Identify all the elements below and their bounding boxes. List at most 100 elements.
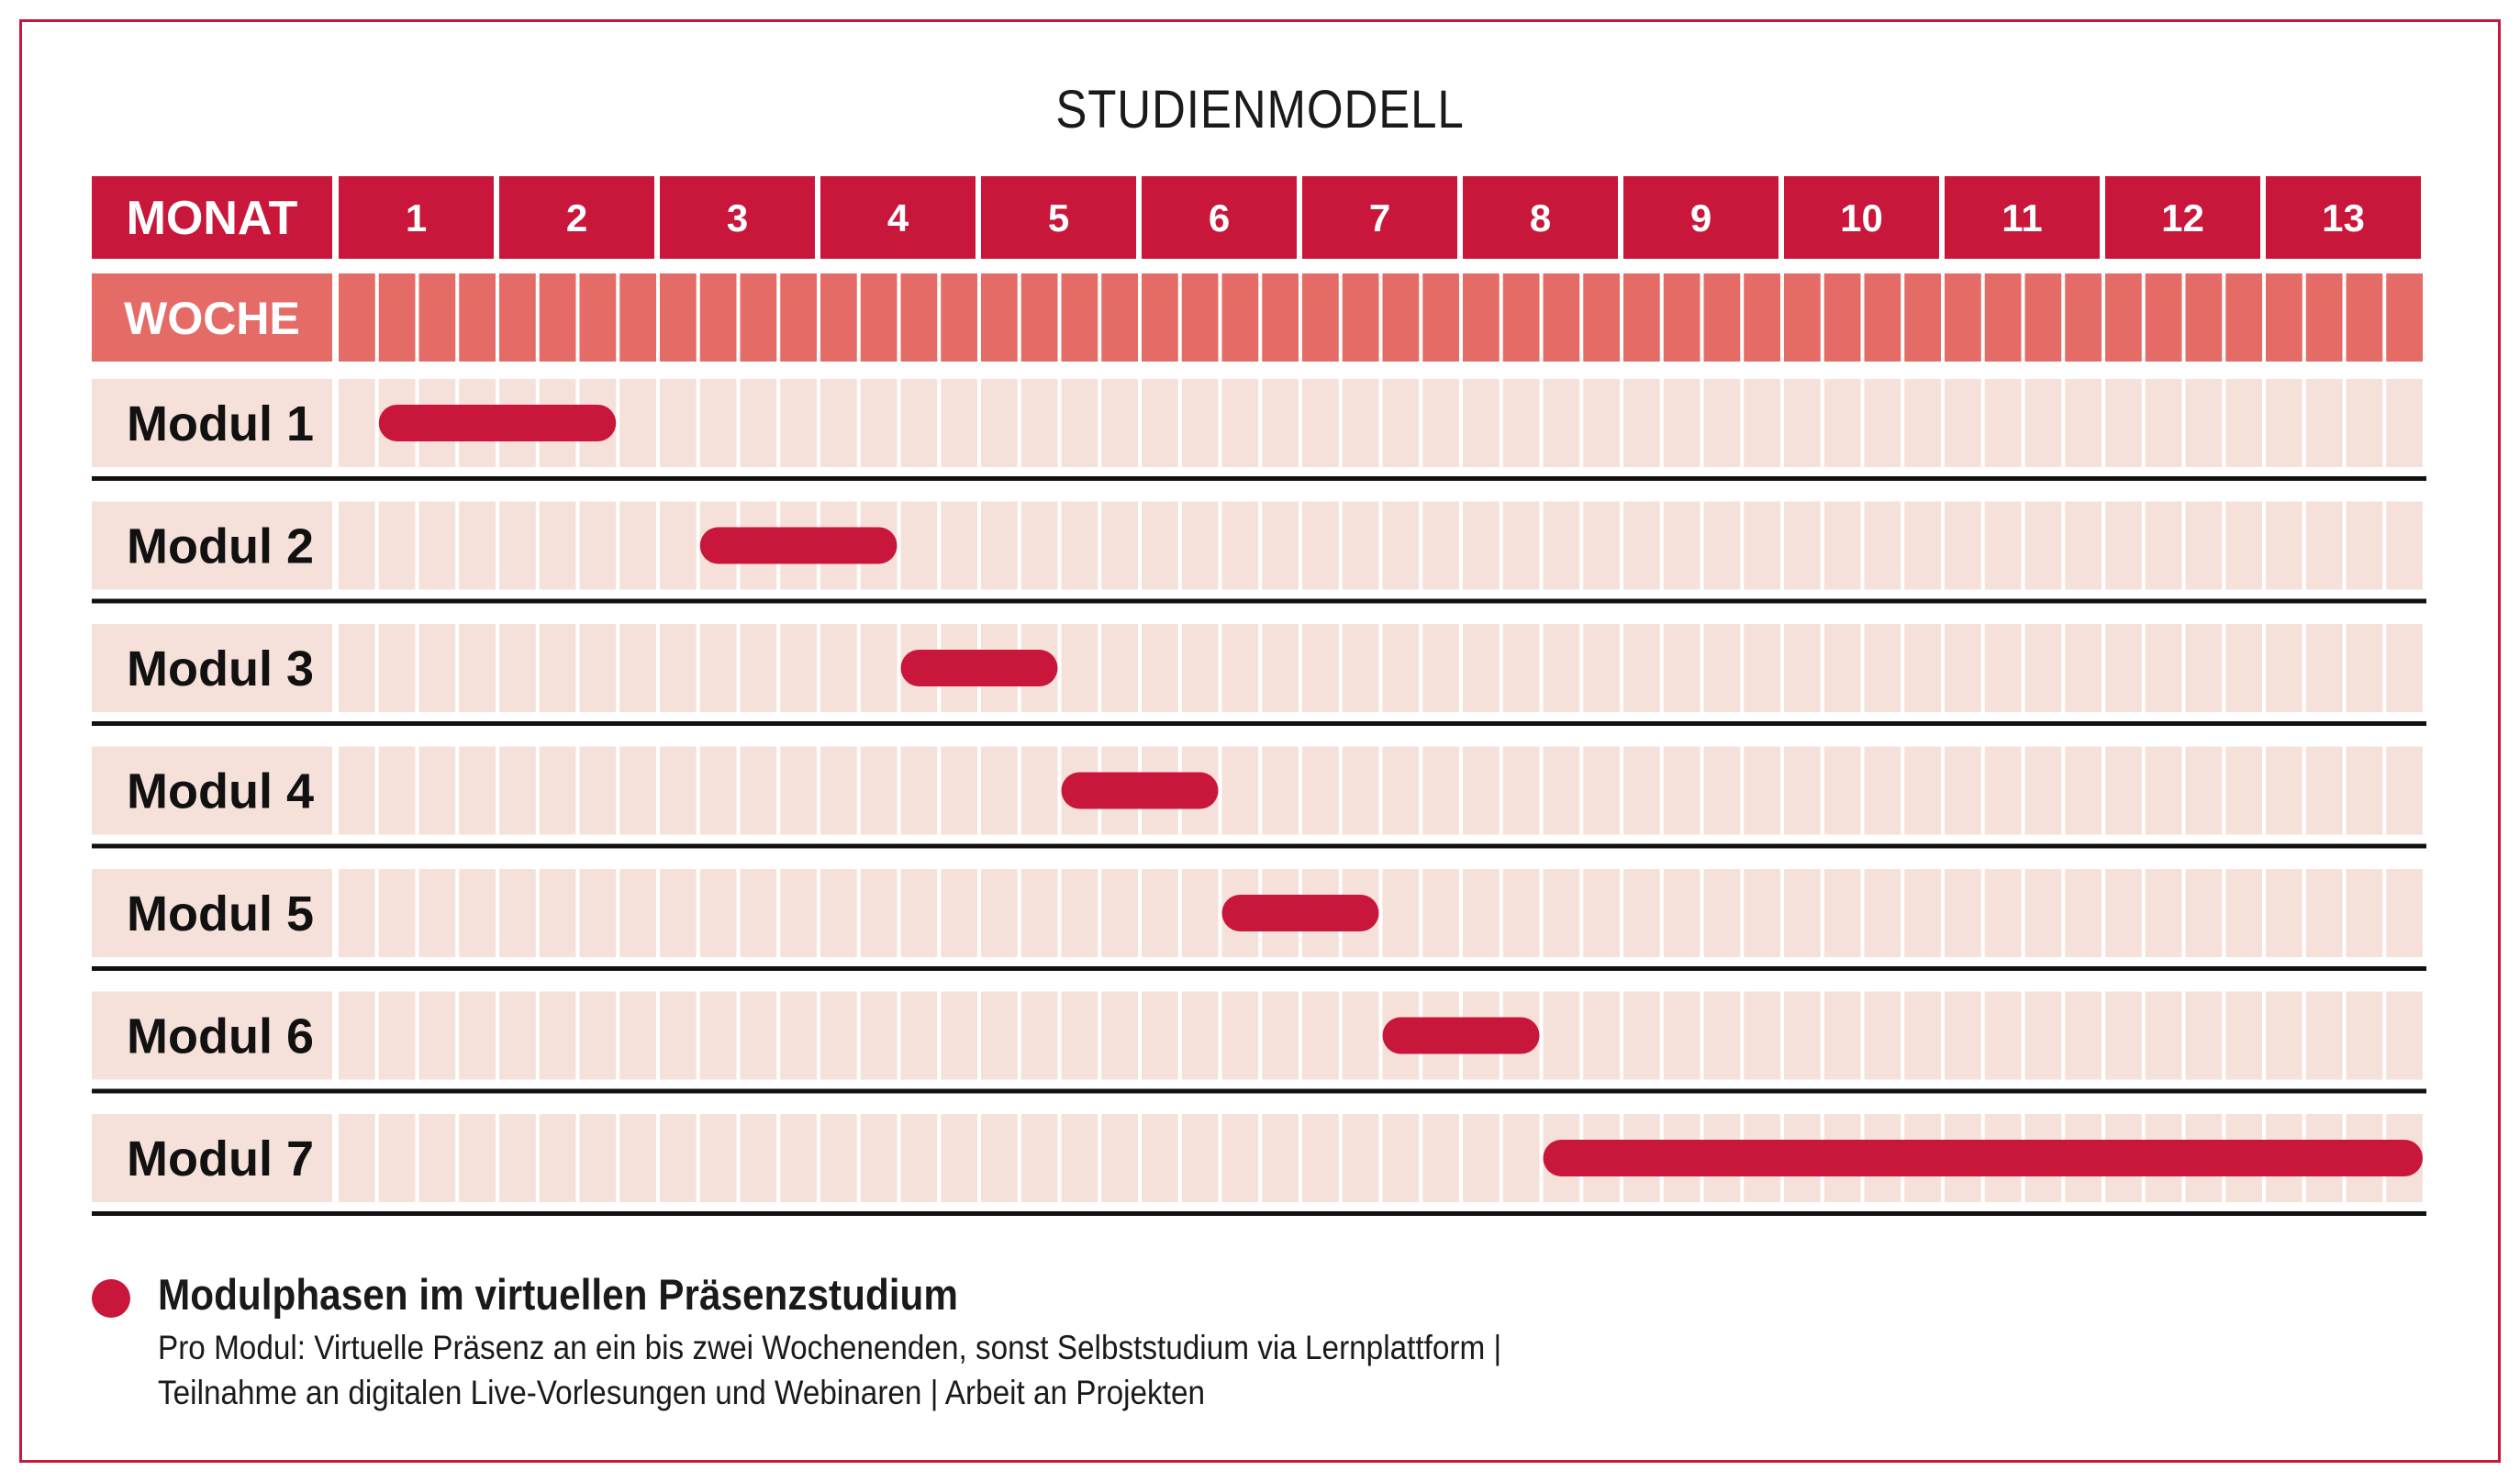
grid-cell	[1302, 1114, 1339, 1202]
grid-cell	[1984, 991, 2022, 1080]
grid-cell	[339, 991, 375, 1080]
grid-cell	[2145, 746, 2182, 835]
week-cell	[2105, 273, 2142, 362]
grid-cell	[1502, 869, 1540, 957]
grid-cell	[1020, 869, 1058, 957]
grid-cell	[1543, 624, 1580, 712]
grid-cell	[2386, 869, 2423, 957]
week-cell	[1020, 273, 1058, 362]
grid-cell	[1583, 746, 1620, 835]
grid-cell	[2305, 869, 2343, 957]
grid-cell	[1984, 624, 2022, 712]
grid-cell	[378, 624, 416, 712]
grid-cell	[860, 869, 898, 957]
week-cell	[1823, 273, 1861, 362]
month-tick-label: 5	[1048, 196, 1069, 240]
grid-cell	[699, 869, 737, 957]
grid-cell	[539, 746, 576, 835]
week-cell	[579, 273, 617, 362]
grid-cell	[579, 624, 617, 712]
grid-cell	[1945, 746, 1981, 835]
week-cell	[1904, 273, 1941, 362]
gantt-bar-modul-3	[900, 650, 1058, 686]
grid-cell	[2024, 624, 2062, 712]
week-cell	[2266, 273, 2303, 362]
gantt-bar-modul-1	[378, 405, 617, 441]
grid-cell	[2225, 746, 2262, 835]
grid-cell	[1543, 379, 1580, 467]
grid-cell	[941, 869, 977, 957]
grid-cell	[941, 991, 977, 1080]
week-cell	[2145, 273, 2182, 362]
week-cell	[1181, 273, 1219, 362]
grid-cell	[780, 624, 817, 712]
grid-cell	[1984, 379, 2022, 467]
grid-cell	[539, 501, 576, 590]
grid-cell	[1382, 379, 1420, 467]
row-separator	[92, 1088, 2426, 1094]
week-cell	[539, 273, 576, 362]
grid-cell	[1502, 379, 1540, 467]
chart-title: STUDIENMODELL	[1055, 80, 1465, 139]
row-separator	[92, 966, 2426, 971]
grid-cell	[860, 624, 898, 712]
month-cell-10	[1784, 176, 1939, 259]
grid-cell	[1142, 869, 1178, 957]
grid-cell	[459, 869, 496, 957]
grid-cell	[1142, 624, 1178, 712]
grid-cell	[2386, 991, 2423, 1080]
grid-cell	[981, 1114, 1018, 1202]
grid-cell	[1904, 746, 1941, 835]
grid-cell	[2024, 501, 2062, 590]
grid-cell	[579, 1114, 617, 1202]
month-tick-label: 1	[406, 196, 427, 240]
grid-cell	[820, 869, 857, 957]
grid-cell	[1663, 501, 1700, 590]
grid-cell	[1945, 869, 1981, 957]
grid-cell	[1744, 991, 1780, 1080]
grid-cell	[2105, 869, 2142, 957]
grid-cell	[1904, 624, 1941, 712]
grid-cell	[1823, 869, 1861, 957]
grid-cell	[860, 746, 898, 835]
grid-cell	[1663, 379, 1700, 467]
grid-cell	[1663, 991, 1700, 1080]
grid-cell	[2225, 501, 2262, 590]
grid-cell	[1864, 379, 1901, 467]
grid-cell	[1663, 869, 1700, 957]
grid-cell	[378, 991, 416, 1080]
grid-cell	[1502, 1114, 1540, 1202]
grid-cell	[900, 1114, 938, 1202]
grid-cell	[418, 746, 456, 835]
grid-cell	[1623, 746, 1660, 835]
gantt-bar-modul-7	[1543, 1140, 2423, 1176]
grid-cell	[459, 991, 496, 1080]
week-cell	[2346, 273, 2383, 362]
grid-cell	[1703, 746, 1741, 835]
grid-cell	[1502, 746, 1540, 835]
gantt-bar-modul-6	[1382, 1017, 1540, 1054]
grid-cell	[1142, 379, 1178, 467]
grid-cell	[499, 624, 536, 712]
grid-cell	[1422, 624, 1459, 712]
grid-cell	[1061, 379, 1098, 467]
month-tick-label: 11	[2002, 196, 2042, 240]
grid-cell	[1583, 379, 1620, 467]
grid-cell	[2145, 624, 2182, 712]
grid-cell	[339, 1114, 375, 1202]
grid-cell	[1221, 1114, 1259, 1202]
grid-cell	[1703, 624, 1741, 712]
week-cell	[740, 273, 777, 362]
grid-cell	[1623, 991, 1660, 1080]
grid-cell	[1302, 624, 1339, 712]
week-cell	[1302, 273, 1339, 362]
grid-cell	[619, 501, 656, 590]
module-label: Modul 2	[127, 519, 314, 574]
week-cell	[2065, 273, 2102, 362]
module-label: Modul 5	[127, 886, 314, 942]
grid-cell	[2145, 869, 2182, 957]
grid-cell	[1302, 991, 1339, 1080]
grid-cell	[1784, 991, 1821, 1080]
grid-cell	[619, 746, 656, 835]
row-label-cell	[92, 991, 332, 1080]
